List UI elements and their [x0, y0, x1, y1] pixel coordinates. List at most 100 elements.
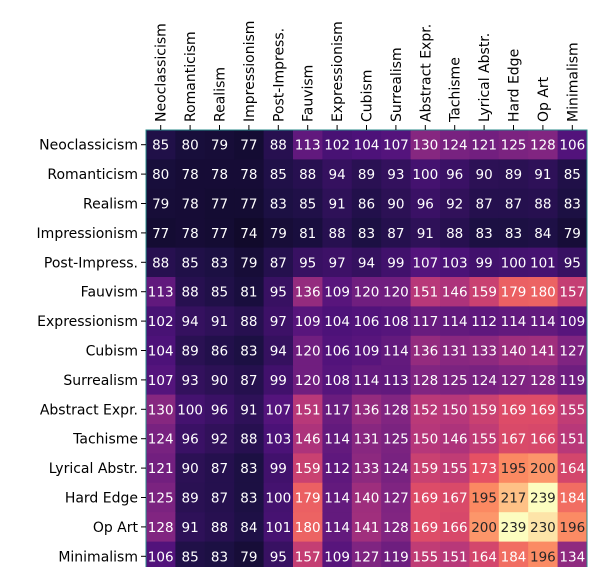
cell-value-label: 151 — [412, 285, 438, 301]
heatmap-cell — [322, 247, 353, 278]
heatmap-cell — [322, 159, 353, 190]
heatmap-cell — [440, 159, 470, 190]
cell-value-label: 85 — [152, 138, 169, 154]
heatmap-cell — [204, 306, 235, 337]
cell-value-label: 107 — [265, 402, 291, 418]
cell-value-label: 99 — [476, 255, 493, 271]
heatmap-cell — [351, 218, 382, 249]
cell-value-label: 99 — [387, 255, 404, 271]
cell-value-label: 84 — [240, 520, 257, 536]
heatmap-cell — [557, 306, 588, 337]
heatmap-cell — [293, 306, 323, 337]
cell-value-label: 90 — [387, 197, 404, 213]
heatmap-cell — [557, 277, 588, 307]
cell-value-label: 77 — [211, 197, 228, 213]
heatmap-cell — [557, 424, 588, 454]
cell-value-label: 87 — [476, 197, 493, 213]
heatmap-cell — [146, 306, 176, 337]
heatmap-cell — [175, 277, 206, 307]
heatmap-cell — [410, 512, 441, 543]
heatmap-cell — [263, 453, 294, 484]
cell-value-label: 239 — [501, 520, 527, 536]
heatmap-cell — [440, 394, 470, 425]
heatmap-cell — [498, 277, 529, 307]
heatmap-cell — [146, 453, 176, 484]
heatmap-cell — [410, 159, 441, 190]
heatmap-cell — [440, 541, 470, 567]
cell-value-label: 88 — [329, 226, 346, 242]
heatmap-cell — [293, 130, 323, 160]
heatmap-cell — [498, 482, 529, 513]
cell-value-label: 88 — [534, 197, 551, 213]
heatmap-cell — [146, 541, 176, 567]
heatmap-cell — [146, 482, 176, 513]
cell-value-label: 195 — [471, 491, 497, 507]
heatmap-cell — [557, 159, 588, 190]
heatmap-cell — [351, 482, 382, 513]
heatmap-cell — [293, 482, 323, 513]
heatmap-cell — [528, 277, 559, 307]
heatmap-cell — [204, 335, 235, 366]
y-tick-label: Abstract Expr. — [40, 402, 138, 418]
heatmap-cell — [469, 512, 500, 543]
heatmap-cell — [381, 365, 412, 396]
cell-value-label: 91 — [534, 167, 551, 183]
heatmap-cell — [528, 130, 559, 160]
cell-value-label: 128 — [530, 373, 556, 389]
heatmap-cell — [351, 159, 382, 190]
cell-value-label: 124 — [148, 432, 174, 448]
heatmap-cell — [469, 541, 500, 567]
cell-value-label: 166 — [530, 432, 556, 448]
cell-value-label: 79 — [270, 226, 287, 242]
cell-value-label: 130 — [148, 402, 174, 418]
cell-value-label: 93 — [182, 373, 199, 389]
x-tick-label: Tachisme — [448, 57, 464, 123]
heatmap-cell — [351, 453, 382, 484]
cell-value-label: 200 — [530, 461, 556, 477]
cell-value-label: 85 — [211, 285, 228, 301]
heatmap-cell — [293, 453, 323, 484]
heatmap-cell — [146, 424, 176, 454]
cell-value-label: 173 — [471, 461, 497, 477]
y-tick-label: Tachisme — [72, 432, 138, 448]
y-tick-label: Op Art — [93, 520, 139, 536]
heatmap-cell — [175, 306, 206, 337]
y-tick-label: Surrealism — [63, 373, 138, 389]
cell-value-label: 114 — [501, 314, 527, 330]
cell-value-label: 90 — [476, 167, 493, 183]
heatmap-cell — [557, 218, 588, 249]
cell-value-label: 169 — [412, 491, 438, 507]
heatmap-cell — [146, 394, 176, 425]
heatmap-cell — [175, 394, 206, 425]
heatmap-cell — [263, 130, 294, 160]
cell-value-label: 124 — [383, 461, 409, 477]
y-tick-label: Fauvism — [81, 285, 138, 301]
cell-value-label: 83 — [240, 344, 257, 360]
cell-value-label: 100 — [265, 491, 291, 507]
cell-value-label: 106 — [354, 314, 380, 330]
cell-value-label: 117 — [412, 314, 438, 330]
cell-value-label: 133 — [354, 461, 380, 477]
heatmap-cell — [410, 130, 441, 160]
heatmap-cell — [263, 365, 294, 396]
x-tick-label: Surrealism — [389, 47, 405, 122]
heatmap-cell — [322, 541, 353, 567]
cell-value-label: 78 — [211, 167, 228, 183]
cell-value-label: 128 — [412, 373, 438, 389]
heatmap-cell — [322, 188, 353, 219]
y-tick-label: Lyrical Abstr. — [49, 461, 138, 477]
x-tick-label: Abstract Expr. — [418, 24, 434, 122]
cell-value-label: 107 — [412, 255, 438, 271]
cell-value-label: 127 — [501, 373, 527, 389]
heatmap-cell — [234, 277, 265, 307]
cell-value-label: 85 — [182, 255, 199, 271]
heatmap-cell — [322, 512, 353, 543]
heatmap-cell — [146, 335, 176, 366]
heatmap-cell — [175, 512, 206, 543]
cell-value-label: 100 — [177, 402, 203, 418]
cell-value-label: 169 — [530, 402, 556, 418]
cell-value-label: 87 — [211, 461, 228, 477]
cell-value-label: 136 — [354, 402, 380, 418]
cell-value-label: 140 — [501, 344, 527, 360]
cell-value-label: 112 — [471, 314, 497, 330]
